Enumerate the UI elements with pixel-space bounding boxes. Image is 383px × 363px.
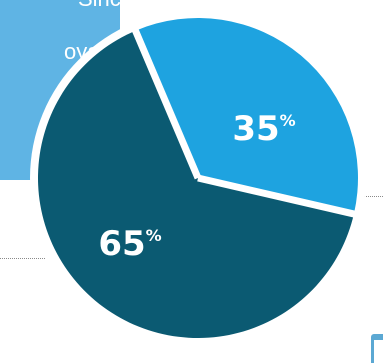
pie-slice-separator <box>131 27 202 180</box>
corner-bracket-element <box>371 334 383 363</box>
pie-slice-35 <box>135 18 358 214</box>
pie-slice-65 <box>37 30 354 338</box>
background-text-line-1: Since <box>78 0 133 12</box>
pie-label-65: 65% <box>98 224 161 264</box>
dotted-leader-line-left <box>0 258 45 259</box>
pie-label-35: 35% <box>232 109 295 149</box>
pie-slice-separator <box>197 174 357 218</box>
dotted-leader-line-right <box>352 196 383 197</box>
